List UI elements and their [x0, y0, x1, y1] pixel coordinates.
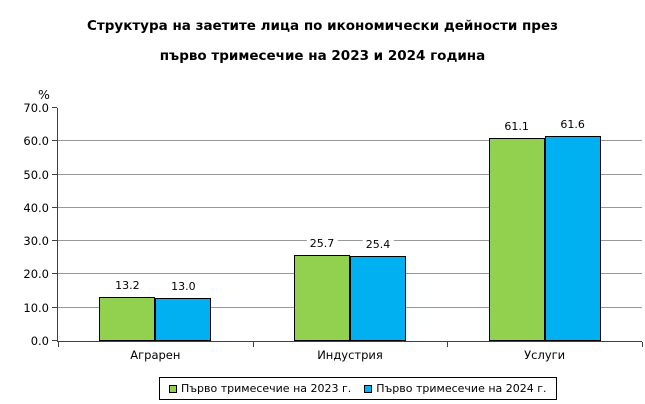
x-tick-mark-0 [58, 342, 59, 347]
y-tick-label-10: 10.0 [23, 300, 49, 315]
gridline-40 [58, 206, 642, 208]
y-tick-label-60: 60.0 [23, 134, 49, 149]
legend-swatch-1 [169, 384, 177, 393]
y-tick-label-40: 40.0 [23, 200, 49, 215]
y-tick-mark-70 [52, 107, 57, 108]
gridline-60 [58, 140, 642, 142]
y-tick-mark-10 [52, 306, 57, 308]
y-tick-mark-60 [52, 140, 57, 142]
y-tick-label-70: 70.0 [23, 101, 49, 115]
y-tick-label-20: 20.0 [23, 267, 49, 282]
y-tick-mark-40 [52, 206, 57, 208]
bar-Аграрен-series2 [155, 297, 212, 341]
x-tick-mark-1 [252, 342, 254, 347]
value-label-Услуги-series1: 61.1 [501, 119, 532, 133]
category-label-Индустрия: Индустрия [317, 348, 383, 362]
y-tick-mark-0 [52, 340, 57, 341]
value-label-Индустрия-series2: 25.4 [362, 238, 394, 252]
bar-Услуги-series1 [488, 137, 545, 341]
legend: Първо тримесечие на 2023 г. Първо тримесе… [159, 377, 557, 400]
y-tick-mark-30 [52, 240, 57, 242]
legend-item-2: Първо тримесечие на 2024 г. [364, 382, 547, 395]
legend-swatch-2 [364, 384, 373, 393]
category-label-Аграрен: Аграрен [130, 348, 181, 362]
y-tick-mark-20 [52, 273, 57, 275]
category-label-Услуги: Услуги [524, 348, 566, 362]
bar-Индустрия-series2 [350, 256, 406, 341]
y-axis-unit-label: % [38, 87, 50, 102]
chart-title-line2: първо тримесечие на 2023 и 2024 година [159, 48, 486, 64]
value-label-Аграрен-series1: 13.2 [112, 279, 143, 293]
gridline-30 [58, 240, 642, 242]
chart-title-line1: Структура на заетите лица по икономическ… [87, 18, 558, 34]
plot-area: 0.0 10.0 20.0 30.0 40.0 50.0 60.0 70.0 13.2 13.0 А… [23, 101, 643, 362]
legend-label-1: Първо тримесечие на 2023 г. [181, 382, 352, 395]
chart-title: Структура на заетите лица по икономическ… [0, 11, 645, 71]
y-tick-label-0: 0.0 [30, 334, 49, 348]
legend-label-2: Първо тримесечие на 2024 г. [376, 382, 547, 395]
y-tick-label-30: 30.0 [23, 234, 49, 249]
gridline-50 [58, 173, 642, 175]
value-label-Индустрия-series1: 25.7 [306, 237, 338, 251]
bar-Аграрен-series1 [99, 297, 156, 341]
y-tick-label-50: 50.0 [23, 167, 49, 182]
bar-Услуги-series2 [544, 135, 601, 341]
legend-item-1: Първо тримесечие на 2023 г. [169, 382, 351, 395]
value-label-Аграрен-series2: 13.0 [168, 279, 199, 293]
x-tick-mark-2 [447, 342, 449, 347]
y-tick-mark-50 [52, 173, 57, 175]
value-label-Услуги-series2: 61.6 [557, 117, 588, 131]
bar-Индустрия-series1 [294, 255, 350, 341]
x-tick-mark-3 [642, 342, 643, 347]
